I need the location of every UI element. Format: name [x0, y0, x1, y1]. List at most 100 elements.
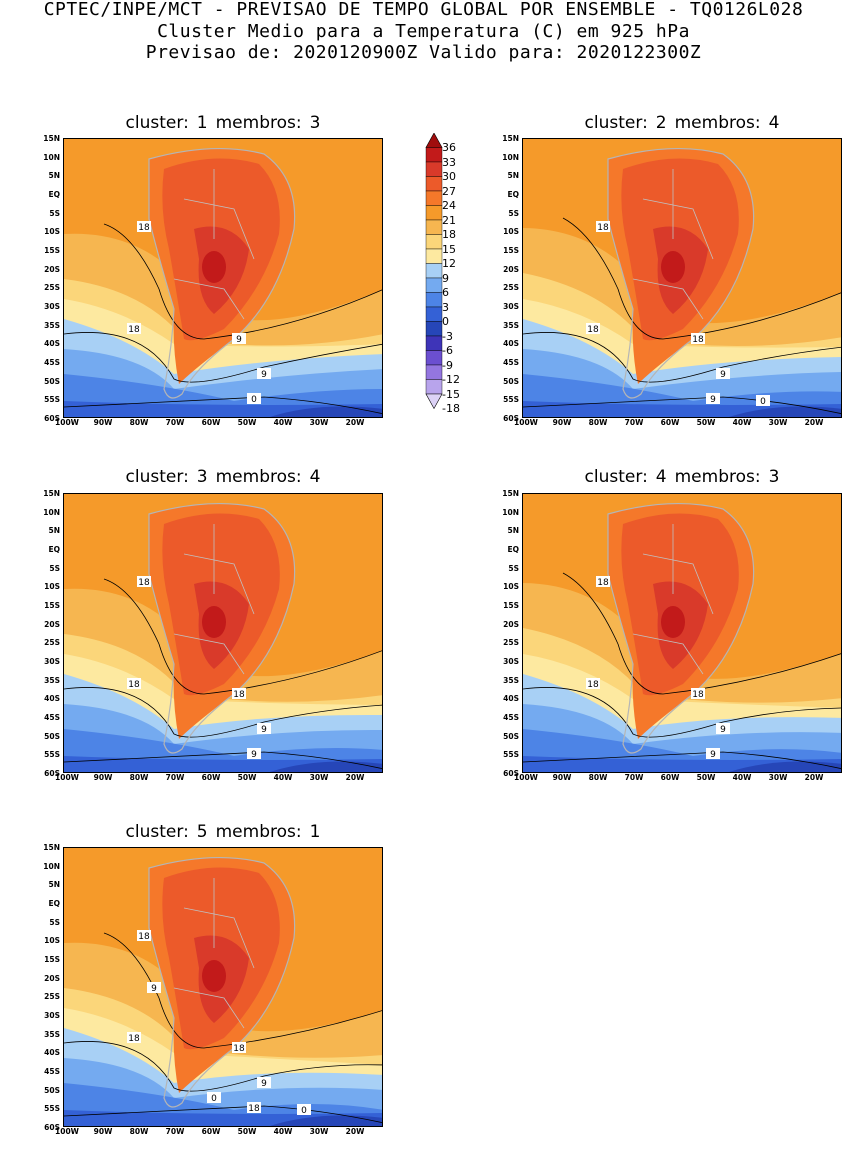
contour-label: 0	[211, 1094, 217, 1104]
temp-band-33	[202, 960, 226, 992]
longitude-tick-label: 30W	[309, 773, 329, 782]
contour-9	[64, 687, 382, 738]
longitude-tick-label: 80W	[588, 773, 608, 782]
legend-colorbar	[425, 133, 443, 410]
latitude-tick-label: 55S	[44, 395, 60, 405]
longitude-tick-label: 50W	[237, 773, 257, 782]
longitude-tick-label: 80W	[588, 418, 608, 427]
temp-band-m3	[270, 1115, 382, 1126]
latitude-tick-label: 50S	[44, 731, 60, 741]
contour-18	[103, 223, 382, 340]
latitude-tick-label: 20S	[503, 264, 519, 274]
coastline	[148, 147, 296, 399]
longitude-tick-label: 90W	[93, 418, 113, 427]
contour-label: 18	[597, 223, 609, 233]
latitude-tick-label: 35S	[503, 675, 519, 685]
country-borders	[173, 878, 255, 1029]
color-legend	[424, 133, 484, 443]
legend-value-label: -15	[442, 387, 460, 401]
legend-swatch	[425, 364, 443, 380]
contour-label-bg	[127, 1032, 141, 1043]
contour-label-bg	[586, 678, 600, 689]
cluster-number: 5	[196, 822, 208, 842]
latitude-tick-label: 50S	[503, 731, 519, 741]
longitude-tick-label: 50W	[696, 773, 716, 782]
longitude-tick-label: 70W	[165, 773, 185, 782]
membros-count: 1	[309, 822, 321, 842]
latitude-tick-label: 25S	[503, 283, 519, 293]
latitude-tick-label: 50S	[44, 376, 60, 386]
legend-value-label: 9	[442, 271, 449, 285]
longitude-tick-label: 100W	[55, 418, 79, 427]
temp-band-m3	[729, 761, 841, 772]
latitude-tick-label: 20S	[44, 973, 60, 983]
latitude-tick-label: 60S	[44, 1123, 60, 1132]
cluster-label: cluster:	[584, 467, 648, 487]
longitude-tick-label: 40W	[732, 418, 752, 427]
contour-label-bg	[257, 1077, 271, 1088]
longitude-tick-label: 20W	[804, 773, 824, 782]
contour-label-bg	[137, 576, 151, 587]
legend-value-label: 15	[442, 242, 456, 256]
panel-title: cluster: 4 membros: 3	[517, 467, 847, 487]
country-borders	[632, 169, 714, 320]
contour-label-bg	[706, 748, 720, 759]
longitude-tick-label: 50W	[237, 418, 257, 427]
contour-label: 0	[760, 397, 766, 407]
temp-band-33	[202, 251, 226, 283]
latitude-tick-label: 10S	[44, 582, 60, 592]
latitude-tick-label: 35S	[44, 320, 60, 330]
latitude-tick-label: 5N	[507, 526, 520, 536]
longitude-tick-label: 70W	[165, 1127, 185, 1136]
membros-label: membros:	[215, 113, 302, 133]
contour-label-bg	[232, 1042, 246, 1053]
contour-18	[562, 572, 841, 695]
legend-value-label: 0	[442, 315, 449, 328]
legend-value-label: 18	[442, 228, 456, 241]
contour-9	[64, 332, 382, 383]
contour-label-bg	[716, 723, 730, 734]
contour-label: 18	[692, 690, 704, 700]
contour-label: 9	[261, 725, 267, 735]
contour-label-bg	[247, 1102, 261, 1113]
latitude-tick-label: 20S	[44, 619, 60, 629]
legend-swatch	[425, 277, 443, 293]
latitude-tick-label: 5N	[48, 880, 61, 890]
contour-label-bg	[137, 930, 151, 941]
panel-title: cluster: 3 membros: 4	[58, 467, 388, 487]
latitude-tick-label: 60S	[44, 769, 60, 778]
latitude-tick-label: 60S	[503, 769, 519, 778]
latitude-tick-label: 35S	[44, 1029, 60, 1039]
panel-title: cluster: 5 membros: 1	[58, 822, 388, 842]
longitude-tick-label: 70W	[624, 773, 644, 782]
latitude-tick-label: 10N	[43, 861, 60, 871]
contour-label-bg	[586, 323, 600, 334]
latitude-tick-label: 25S	[44, 992, 60, 1002]
panel-title: cluster: 1 membros: 3	[58, 113, 388, 133]
legend-arrow-top	[425, 133, 443, 148]
contour-label: 0	[301, 1106, 307, 1116]
temp-band-m3	[270, 406, 382, 417]
contour-label-bg	[691, 688, 705, 699]
latitude-tick-label: 50S	[503, 376, 519, 386]
contour-label-bg	[247, 393, 261, 404]
contour-label-bg	[706, 393, 720, 404]
membros-count: 3	[768, 467, 780, 487]
latitude-tick-label: 5S	[508, 563, 519, 573]
longitude-tick-label: 100W	[55, 773, 79, 782]
membros-label: membros:	[215, 467, 302, 487]
latitude-tick-label: 10S	[44, 227, 60, 237]
contour-label-bg	[596, 576, 610, 587]
longitude-tick-label: 20W	[345, 1127, 365, 1136]
temperature-map: 1818189180990	[64, 848, 382, 1126]
contour-9	[523, 687, 841, 738]
latitude-tick-label: 30S	[503, 657, 519, 666]
legend-swatch	[425, 306, 443, 322]
coastline	[607, 502, 755, 754]
membros-label: membros:	[674, 467, 761, 487]
contour-label-bg	[232, 333, 246, 344]
legend-value-label: -6	[442, 344, 453, 357]
contour-label: 18	[587, 325, 599, 335]
contour-label: 9	[710, 750, 716, 760]
latitude-tick-label: 30S	[503, 302, 519, 311]
